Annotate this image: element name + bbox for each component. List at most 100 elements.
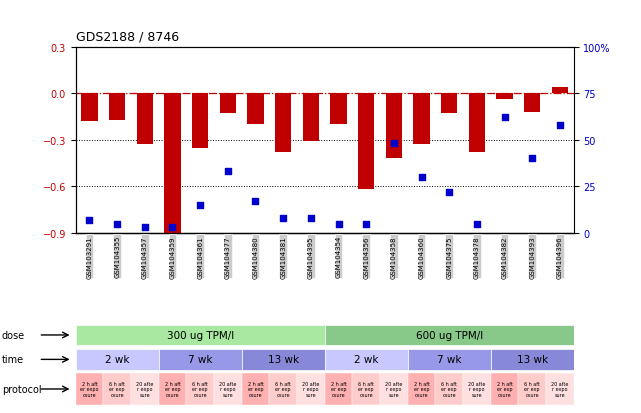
Bar [491, 373, 519, 405]
Text: 20 afte
r expo
sure: 20 afte r expo sure [136, 381, 153, 397]
Bar [109, 94, 126, 120]
Bar [103, 373, 131, 405]
Text: 600 ug TPM/l: 600 ug TPM/l [415, 330, 483, 340]
Point [499, 115, 510, 121]
Point [444, 189, 454, 196]
Bar [76, 325, 325, 345]
Text: GSM104380: GSM104380 [253, 235, 258, 278]
Text: dose: dose [2, 330, 25, 340]
Point [140, 225, 150, 231]
Bar [214, 373, 242, 405]
Point [278, 215, 288, 222]
Bar [358, 94, 374, 190]
Bar [242, 349, 325, 370]
Point [554, 122, 565, 129]
Bar [546, 373, 574, 405]
Text: 6 h aft
er exp
osure: 6 h aft er exp osure [192, 381, 208, 397]
Text: 20 afte
r expo
sure: 20 afte r expo sure [219, 381, 237, 397]
Bar [192, 94, 208, 148]
Text: 13 wk: 13 wk [267, 354, 299, 365]
Bar [330, 94, 347, 125]
Point [417, 174, 427, 181]
Text: GSM104395: GSM104395 [308, 235, 314, 278]
Point [167, 225, 178, 231]
Bar [325, 373, 353, 405]
Point [251, 199, 261, 205]
Bar [519, 373, 546, 405]
Bar [187, 373, 214, 405]
Point [333, 221, 344, 228]
Text: 7 wk: 7 wk [437, 354, 462, 365]
Text: GSM104377: GSM104377 [225, 235, 231, 278]
Text: GSM104354: GSM104354 [335, 235, 342, 278]
Text: 2 h aft
er exp
osure: 2 h aft er exp osure [247, 381, 263, 397]
Text: 2 wk: 2 wk [354, 354, 378, 365]
Text: GSM104393: GSM104393 [529, 235, 535, 278]
Bar [469, 94, 485, 153]
Text: GSM104361: GSM104361 [197, 235, 203, 278]
Text: 7 wk: 7 wk [188, 354, 212, 365]
Text: log2 ratio: log2 ratio [93, 412, 140, 413]
Bar [325, 325, 574, 345]
Text: 20 afte
r expo
sure: 20 afte r expo sure [468, 381, 485, 397]
Text: GSM104381: GSM104381 [280, 235, 286, 278]
Text: 6 h aft
er exp
osure: 6 h aft er exp osure [524, 381, 540, 397]
Bar [496, 94, 513, 100]
Bar [76, 373, 103, 405]
Text: 20 afte
r expo
sure: 20 afte r expo sure [551, 381, 569, 397]
Bar [159, 349, 242, 370]
Point [388, 141, 399, 147]
Text: GSM104359: GSM104359 [169, 235, 176, 278]
Text: ■: ■ [79, 412, 89, 413]
Point [527, 156, 537, 162]
Bar [408, 349, 491, 370]
Text: GSM104382: GSM104382 [501, 235, 508, 278]
Text: protocol: protocol [2, 384, 42, 394]
Text: GSM104356: GSM104356 [363, 235, 369, 278]
Text: 2 h aft
er exp
osure: 2 h aft er exp osure [497, 381, 512, 397]
Text: time: time [2, 354, 24, 365]
Text: GSM104357: GSM104357 [142, 235, 148, 278]
Text: GSM104360: GSM104360 [419, 235, 424, 278]
Text: 13 wk: 13 wk [517, 354, 548, 365]
Text: 6 h aft
er exp
osure: 6 h aft er exp osure [441, 381, 457, 397]
Bar [463, 373, 491, 405]
Point [222, 169, 233, 175]
Text: 6 h aft
er exp
osure: 6 h aft er exp osure [109, 381, 125, 397]
Bar [242, 373, 269, 405]
Point [361, 221, 371, 228]
Text: GSM104396: GSM104396 [557, 235, 563, 278]
Bar [413, 94, 430, 145]
Bar [353, 373, 380, 405]
Bar [380, 373, 408, 405]
Bar [297, 373, 324, 405]
Text: GSM104375: GSM104375 [446, 235, 452, 278]
Point [472, 221, 482, 228]
Text: 2 h aft
er exp
osure: 2 h aft er exp osure [413, 381, 429, 397]
Point [195, 202, 205, 209]
Bar [408, 373, 435, 405]
Bar [435, 373, 463, 405]
Text: 2 wk: 2 wk [105, 354, 129, 365]
Text: 20 afte
r expo
sure: 20 afte r expo sure [385, 381, 403, 397]
Bar [551, 88, 568, 94]
Text: GSM104358: GSM104358 [391, 235, 397, 278]
Bar [76, 349, 158, 370]
Bar [441, 94, 458, 114]
Text: 2 h aft
er exp
osure: 2 h aft er exp osure [165, 381, 180, 397]
Bar [131, 373, 159, 405]
Text: 2 h aft
er exp
osure: 2 h aft er exp osure [331, 381, 346, 397]
Bar [275, 94, 292, 153]
Bar [159, 373, 187, 405]
Bar [164, 94, 181, 236]
Text: GSM104378: GSM104378 [474, 235, 480, 278]
Text: 6 h aft
er exp
osure: 6 h aft er exp osure [275, 381, 291, 397]
Point [112, 221, 122, 228]
Text: 300 ug TPM/l: 300 ug TPM/l [167, 330, 234, 340]
Bar [137, 94, 153, 145]
Text: 6 h aft
er exp
osure: 6 h aft er exp osure [358, 381, 374, 397]
Point [85, 217, 95, 224]
Text: GDS2188 / 8746: GDS2188 / 8746 [76, 31, 179, 43]
Text: GSM104355: GSM104355 [114, 235, 120, 278]
Bar [247, 94, 264, 125]
